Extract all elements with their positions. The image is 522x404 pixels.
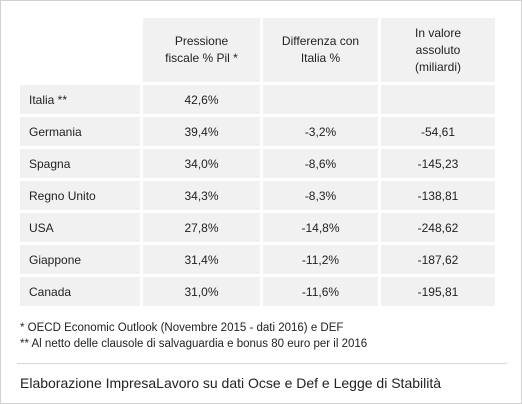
pressione-cell: 31,4% xyxy=(143,245,260,274)
country-cell: USA xyxy=(20,213,140,242)
header-differenza-line2: Italia % xyxy=(300,51,341,65)
country-cell: Regno Unito xyxy=(20,181,140,210)
country-cell: Italia ** xyxy=(20,85,140,114)
footnote-oecd: * OECD Economic Outlook (Novembre 2015 -… xyxy=(20,322,344,334)
pressione-cell: 31,0% xyxy=(143,277,260,306)
pressione-cell: 27,8% xyxy=(143,213,260,242)
header-differenza: Differenza con Italia % xyxy=(263,18,378,82)
differenza-cell: -8,3% xyxy=(263,181,378,210)
header-valore-line3: (miliardi) xyxy=(415,59,461,74)
differenza-cell: -11,6% xyxy=(263,277,378,306)
country-cell: Spagna xyxy=(20,149,140,178)
country-cell: Giappone xyxy=(20,245,140,274)
header-valore: In valore assoluto (miliardi) xyxy=(381,18,495,82)
valore-cell: -195,81 xyxy=(381,277,495,306)
table-row: USA 27,8% -14,8% -248,62 xyxy=(20,213,495,242)
table-row: Giappone 31,4% -11,2% -187,62 xyxy=(20,245,495,274)
header-pressione-line1: Pressione xyxy=(174,34,229,48)
valore-cell: -54,61 xyxy=(381,117,495,146)
pressione-cell: 34,0% xyxy=(143,149,260,178)
tax-pressure-table: Pressione fiscale % Pil * Differenza con… xyxy=(17,15,498,309)
header-pressione: Pressione fiscale % Pil * xyxy=(143,18,260,82)
footnote-clausole: ** Al netto delle clausole di salvaguard… xyxy=(20,338,368,350)
source-credit: Elaborazione ImpresaLavoro su dati Ocse … xyxy=(20,375,442,391)
valore-cell: -187,62 xyxy=(381,245,495,274)
valore-cell: -248,62 xyxy=(381,213,495,242)
valore-cell: -145,23 xyxy=(381,149,495,178)
header-valore-line2: assoluto xyxy=(415,42,461,57)
differenza-cell: -3,2% xyxy=(263,117,378,146)
header-valore-line1: In valore xyxy=(414,25,462,40)
differenza-cell: -11,2% xyxy=(263,245,378,274)
differenza-cell xyxy=(263,85,378,114)
header-row: Pressione fiscale % Pil * Differenza con… xyxy=(20,18,495,82)
pressione-cell: 39,4% xyxy=(143,117,260,146)
header-corner xyxy=(20,18,140,82)
differenza-cell: -8,6% xyxy=(263,149,378,178)
valore-cell: -138,81 xyxy=(381,181,495,210)
pressione-cell: 34,3% xyxy=(143,181,260,210)
table-row: Germania 39,4% -3,2% -54,61 xyxy=(20,117,495,146)
table-row: Spagna 34,0% -8,6% -145,23 xyxy=(20,149,495,178)
table-row: Italia ** 42,6% xyxy=(20,85,495,114)
differenza-cell: -14,8% xyxy=(263,213,378,242)
header-pressione-line2: fiscale % Pil * xyxy=(165,51,238,65)
table-row: Regno Unito 34,3% -8,3% -138,81 xyxy=(20,181,495,210)
valore-cell xyxy=(381,85,495,114)
country-cell: Canada xyxy=(20,277,140,306)
country-cell: Germania xyxy=(20,117,140,146)
table-row: Canada 31,0% -11,6% -195,81 xyxy=(20,277,495,306)
divider xyxy=(17,363,507,364)
pressione-cell: 42,6% xyxy=(143,85,260,114)
header-differenza-line1: Differenza con xyxy=(281,34,360,48)
